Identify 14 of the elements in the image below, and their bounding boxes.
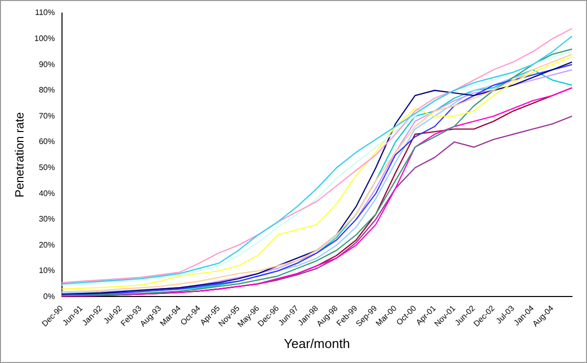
y-axis-title: Penetration rate <box>12 112 27 198</box>
y-tick-label: 50% <box>38 162 55 172</box>
x-axis-title: Year/month <box>284 336 350 351</box>
y-tick-label: 40% <box>38 188 55 198</box>
y-tick-label: 110% <box>34 8 55 18</box>
y-tick-label: 20% <box>38 240 55 250</box>
y-tick-label: 0% <box>43 292 55 301</box>
y-tick-label: 30% <box>38 214 55 224</box>
y-tick-label: 60% <box>38 137 55 146</box>
y-tick-label: 80% <box>38 86 55 95</box>
y-tick-label: 90% <box>38 60 55 69</box>
y-tick-label: 70% <box>38 111 55 120</box>
y-tick-label: 100% <box>34 34 55 43</box>
y-tick-label: 10% <box>38 266 55 276</box>
